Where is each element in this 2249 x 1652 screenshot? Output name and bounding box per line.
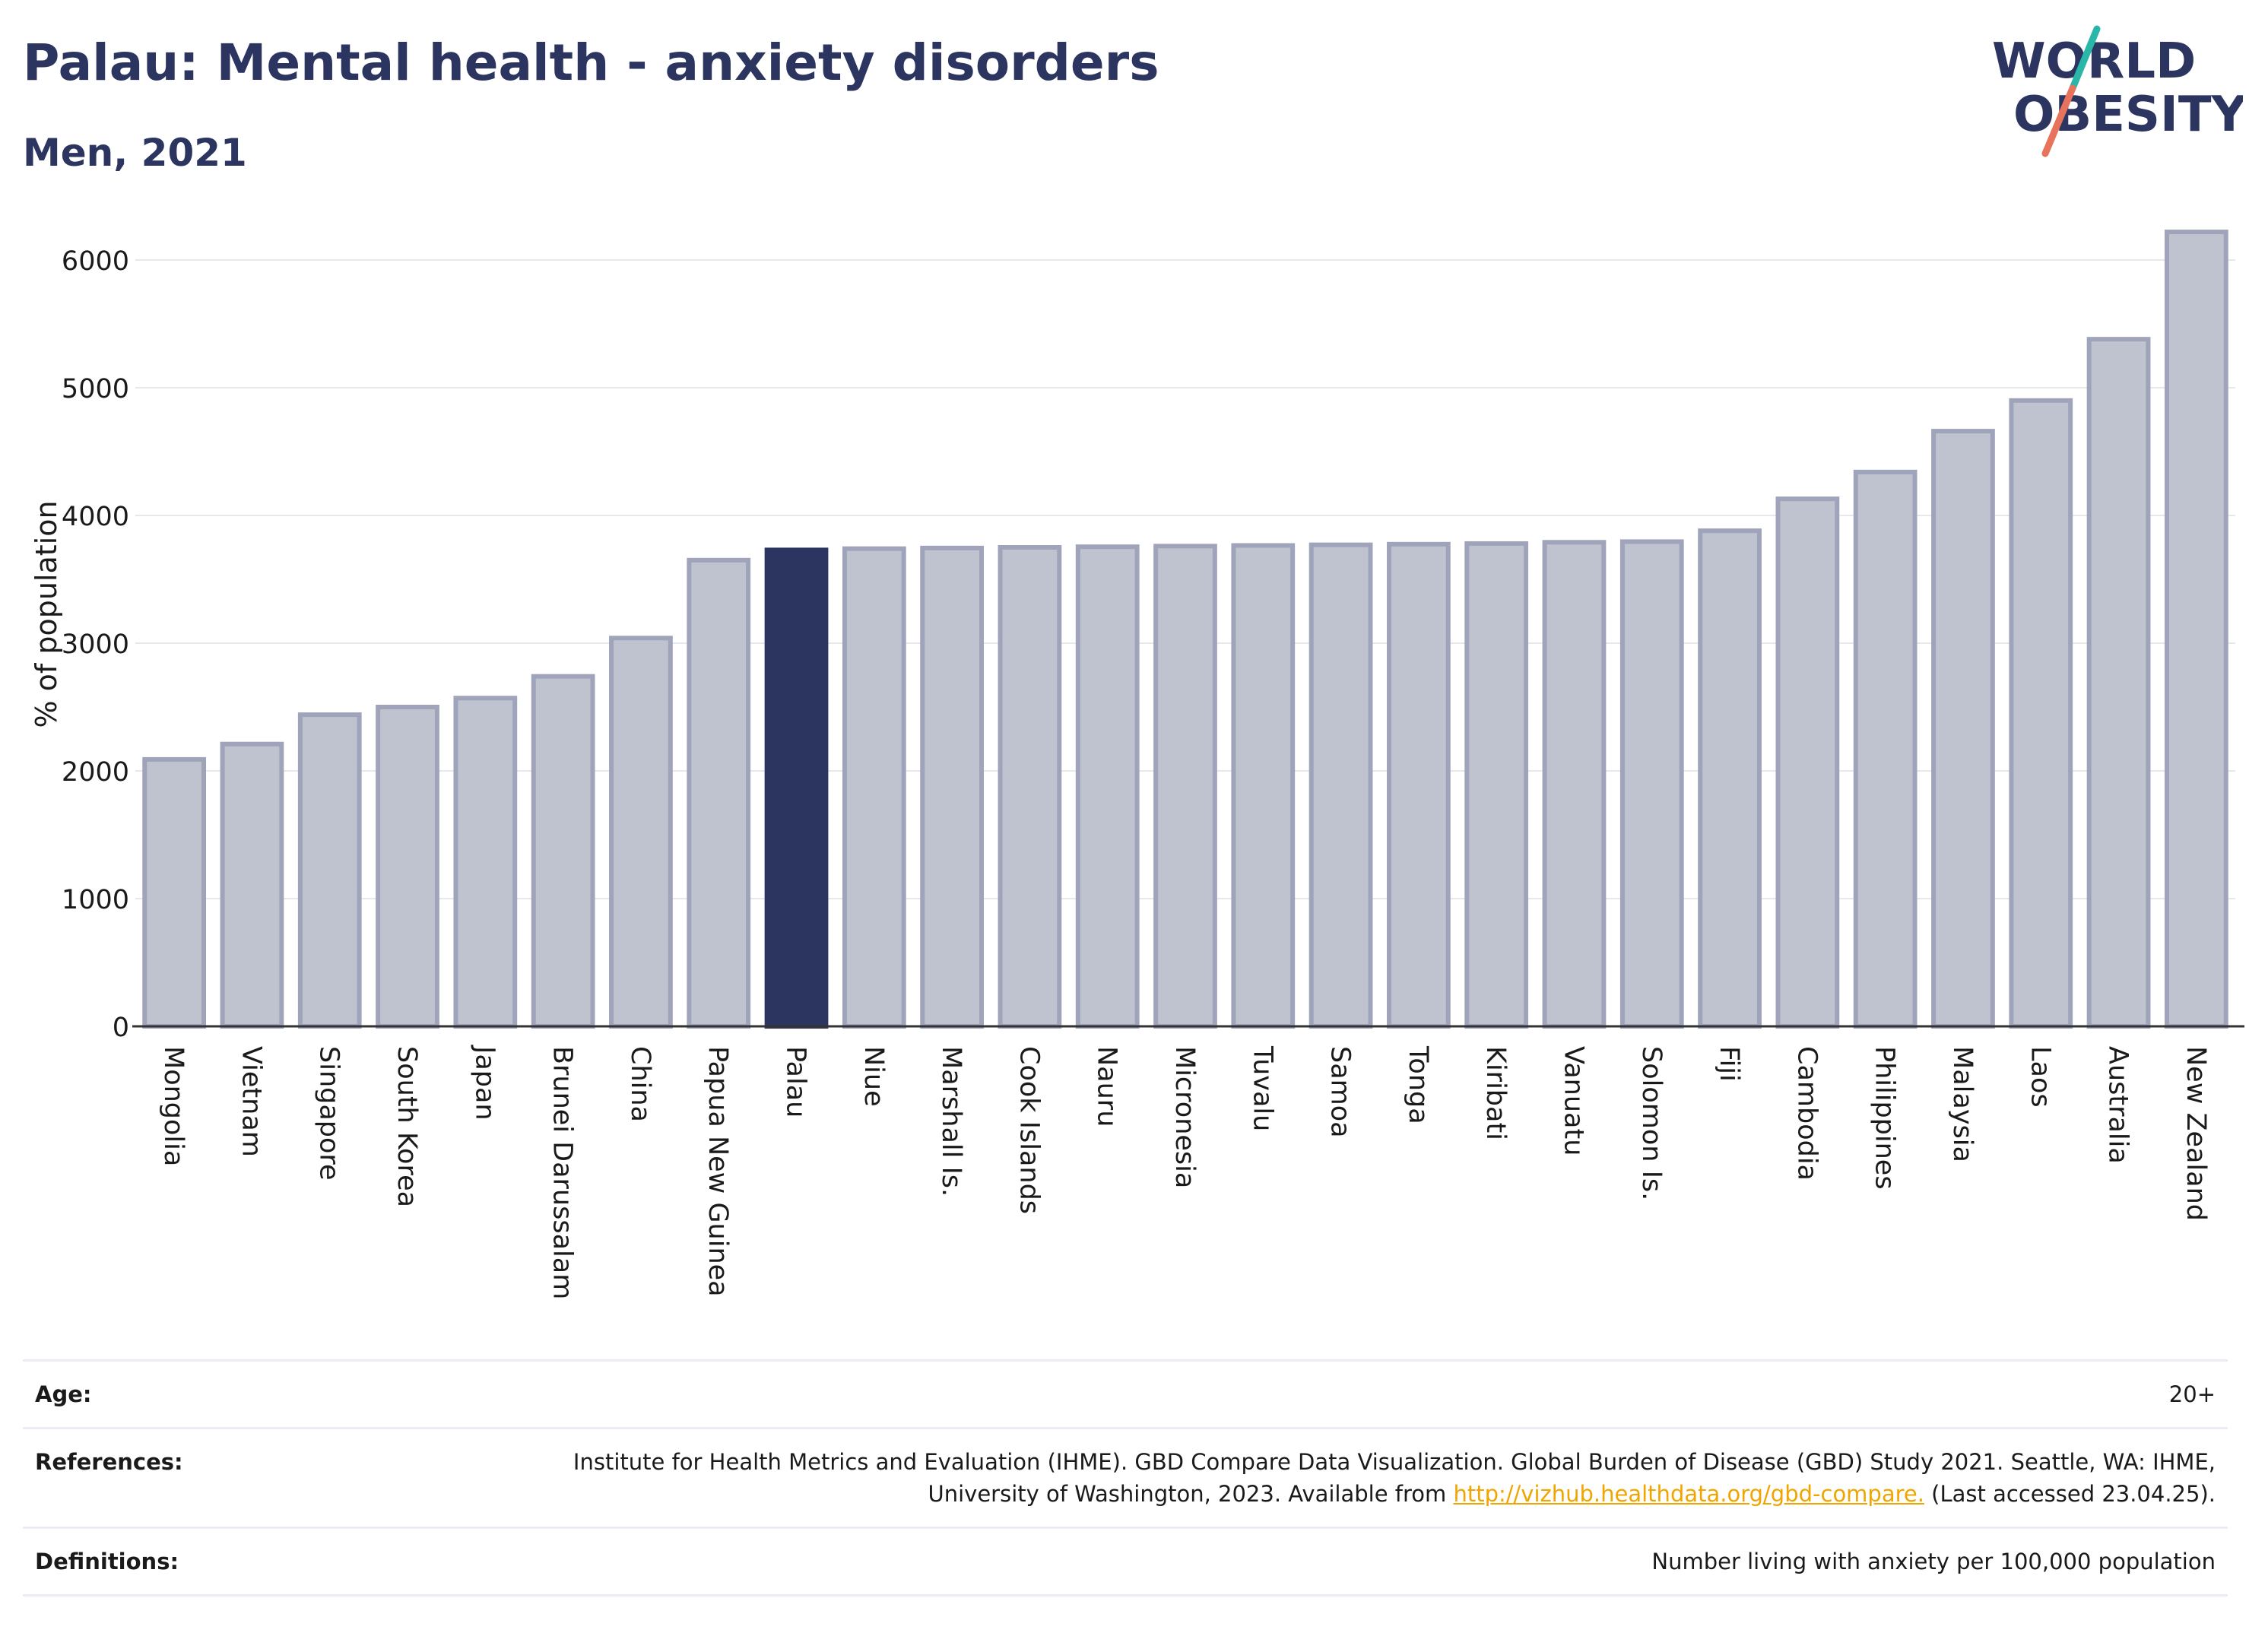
- bar-china: [609, 636, 673, 1029]
- bar-chart: 0 1000 2000 3000 4000 5000 6000 Mongolia Vietnam…: [30, 230, 2244, 1299]
- footer-row-references: References: Institute for Health Metrics…: [23, 1427, 2228, 1527]
- x-tick-label: Micronesia: [1169, 1046, 1200, 1188]
- definitions-value: Number living with anxiety per 100,000 p…: [1651, 1549, 2216, 1574]
- bar-fiji: [1698, 528, 1762, 1029]
- bar-vietnam: [220, 741, 284, 1029]
- world-obesity-logo: WORLD OBESITY: [1992, 25, 2243, 157]
- x-tick-label: Mongolia: [158, 1046, 189, 1166]
- x-tick-label: Laos: [2025, 1046, 2055, 1108]
- x-tick-label: Palau: [781, 1046, 811, 1118]
- x-tick-label: Papua New Guinea: [703, 1046, 733, 1297]
- bar-kiribati: [1464, 541, 1529, 1029]
- x-tick-label: Kiribati: [1480, 1046, 1511, 1140]
- y-tick-label: 5000: [62, 374, 129, 404]
- bar-cook-islands: [998, 545, 1062, 1029]
- bar-nauru: [1075, 544, 1140, 1029]
- chart-subtitle: Men, 2021: [23, 131, 247, 175]
- age-value: 20+: [2168, 1381, 2216, 1407]
- age-label: Age:: [35, 1381, 92, 1407]
- bar-laos: [2009, 398, 2073, 1029]
- x-tick-label: Marshall Is.: [936, 1046, 966, 1197]
- bar-south-korea: [376, 705, 439, 1029]
- x-tick-label: Niue: [858, 1046, 889, 1107]
- x-tick-label: Nauru: [1092, 1046, 1122, 1127]
- x-tick-label: Cambodia: [1791, 1046, 1822, 1181]
- y-tick-label: 0: [113, 1013, 129, 1043]
- y-tick-label: 2000: [62, 757, 129, 788]
- bar-palau: [764, 547, 829, 1029]
- y-axis-label: % of population: [30, 500, 63, 728]
- references-text: Institute for Health Metrics and Evaluat…: [573, 1449, 2216, 1507]
- references-value: Institute for Health Metrics and Evaluat…: [543, 1446, 2216, 1510]
- bar-brunei-darussalam: [531, 674, 595, 1029]
- x-tick-label: Vanuatu: [1558, 1046, 1588, 1156]
- references-link[interactable]: http://vizhub.healthdata.org/gbd-compare…: [1453, 1481, 1924, 1507]
- footer-table: Age: 20+ References: Institute for Healt…: [23, 1359, 2228, 1597]
- x-tick-label: Singapore: [314, 1046, 344, 1181]
- x-tick-label: Tonga: [1403, 1045, 1433, 1124]
- bar-new-zealand: [2164, 230, 2228, 1029]
- bar-cambodia: [1775, 496, 1840, 1029]
- x-tick-label: Malaysia: [1947, 1046, 1978, 1162]
- bar-micronesia: [1153, 544, 1217, 1029]
- y-tick-label: 3000: [62, 629, 129, 660]
- bar-marshall-is: [920, 545, 984, 1029]
- bar-niue: [842, 546, 906, 1029]
- y-tick-label: 6000: [62, 246, 129, 277]
- bar-mongolia: [142, 756, 207, 1029]
- x-tick-label: New Zealand: [2181, 1046, 2211, 1221]
- bar-vanuatu: [1542, 540, 1607, 1029]
- footer-row-age: Age: 20+: [23, 1359, 2228, 1427]
- y-tick-label: 1000: [62, 885, 129, 915]
- x-tick-label: China: [625, 1046, 655, 1122]
- x-tick-label: Fiji: [1714, 1046, 1744, 1082]
- bar-japan: [453, 696, 518, 1029]
- references-label: References:: [35, 1449, 183, 1475]
- bar-singapore: [297, 712, 362, 1029]
- x-tick-label: Cook Islands: [1013, 1046, 1044, 1214]
- bar-samoa: [1308, 542, 1373, 1029]
- bars: [142, 230, 2228, 1029]
- logo-slash-teal: [2069, 25, 2101, 92]
- bar-papua-new-guinea: [687, 557, 751, 1029]
- x-tick-label: Vietnam: [236, 1046, 266, 1157]
- bar-australia: [2086, 337, 2151, 1029]
- x-tick-label: South Korea: [392, 1046, 422, 1207]
- references-tail: (Last accessed 23.04.25).: [1924, 1481, 2216, 1507]
- definitions-label: Definitions:: [35, 1549, 179, 1574]
- x-tick-label: Tuvalu: [1247, 1045, 1277, 1131]
- x-tick-label: Samoa: [1325, 1046, 1356, 1138]
- chart-title: Palau: Mental health - anxiety disorders: [23, 33, 1159, 92]
- bar-tonga: [1387, 541, 1451, 1029]
- bar-tuvalu: [1231, 543, 1296, 1029]
- bar-malaysia: [1931, 429, 1995, 1029]
- footer-row-definitions: Definitions: Number living with anxiety …: [23, 1527, 2228, 1597]
- x-tick-label: Solomon Is.: [1636, 1046, 1667, 1200]
- x-tick-label: Australia: [2103, 1046, 2133, 1164]
- bar-solomon-is: [1619, 539, 1684, 1029]
- logo-slash-coral: [2041, 84, 2076, 157]
- x-tick-label: Philippines: [1870, 1046, 1900, 1190]
- y-tick-label: 4000: [62, 502, 129, 532]
- x-tick-label: Japan: [469, 1045, 500, 1121]
- x-tick-label: Brunei Darussalam: [547, 1046, 578, 1299]
- bar-philippines: [1853, 469, 1918, 1029]
- axes: 0 1000 2000 3000 4000 5000 6000 Mongolia Vietnam…: [62, 246, 2244, 1299]
